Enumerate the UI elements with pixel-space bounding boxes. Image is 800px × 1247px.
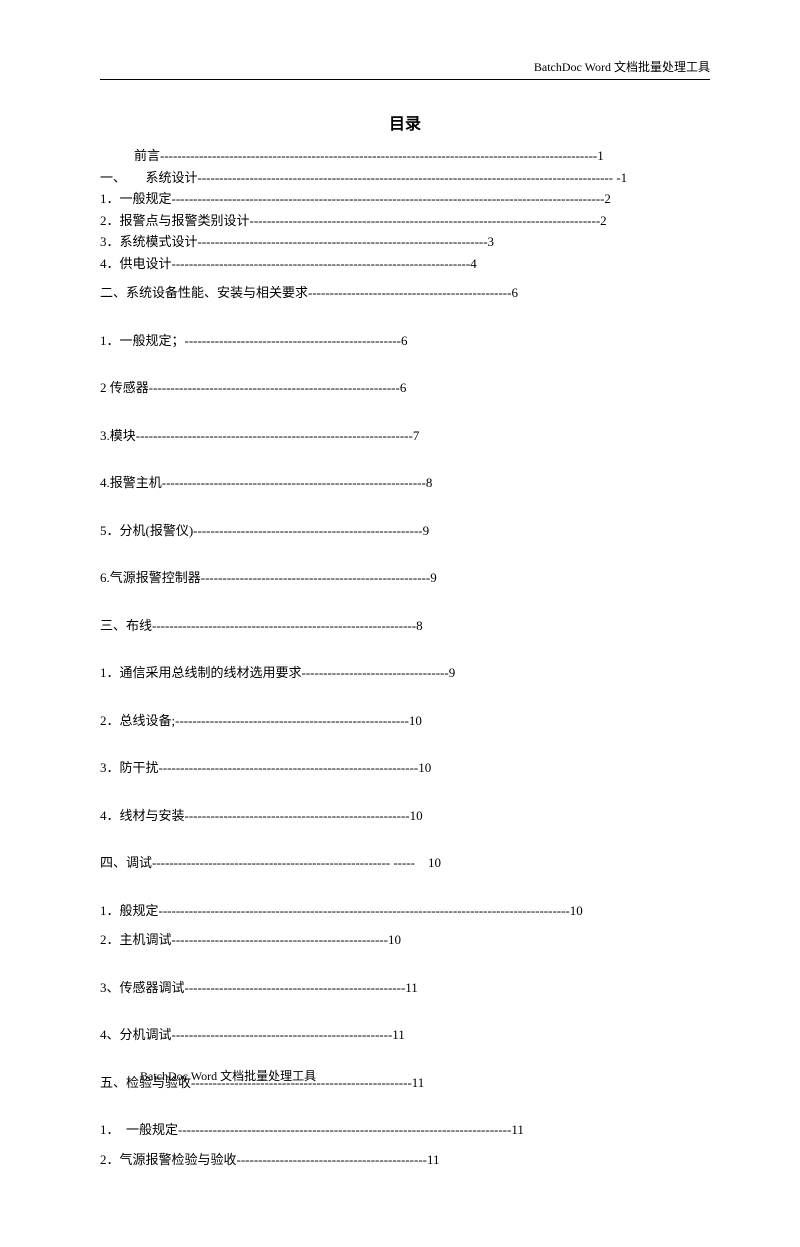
toc-line: 3.模块------------------------------------… bbox=[100, 426, 710, 446]
toc-line: 3．系统模式设计--------------------------------… bbox=[100, 232, 710, 252]
toc-line: 1．一般规定；---------------------------------… bbox=[100, 331, 710, 351]
toc-line: 1．般规定-----------------------------------… bbox=[100, 901, 710, 921]
toc-line: 1．通信采用总线制的线材选用要求------------------------… bbox=[100, 663, 710, 683]
toc-line: 二、系统设备性能、安装与相关要求------------------------… bbox=[100, 283, 710, 303]
page-footer: BatchDoc Word 文档批量处理工具 bbox=[140, 1067, 316, 1084]
toc-line: 1．一般规定----------------------------------… bbox=[100, 189, 710, 209]
toc-line: 5．分机(报警仪)-------------------------------… bbox=[100, 521, 710, 541]
toc-title: 目录 bbox=[100, 110, 710, 134]
page-header: BatchDoc Word 文档批量处理工具 bbox=[100, 58, 710, 80]
toc-body: 前言--------------------------------------… bbox=[100, 146, 710, 1169]
toc-line: 6.气源报警控制器-------------------------------… bbox=[100, 568, 710, 588]
toc-line: 4．线材与安装---------------------------------… bbox=[100, 806, 710, 826]
toc-line: 1． 一般规定---------------------------------… bbox=[100, 1120, 710, 1140]
toc-line: 4、分机调试----------------------------------… bbox=[100, 1025, 710, 1045]
toc-line: 2．主机调试----------------------------------… bbox=[100, 930, 710, 950]
toc-line: 2．气源报警检验与验收-----------------------------… bbox=[100, 1150, 710, 1170]
toc-line: 3、传感器调试---------------------------------… bbox=[100, 978, 710, 998]
toc-line: 四、调试------------------------------------… bbox=[100, 853, 710, 873]
toc-line: 4.报警主机----------------------------------… bbox=[100, 473, 710, 493]
toc-line: 前言--------------------------------------… bbox=[100, 146, 710, 166]
toc-line: 4．供电设计----------------------------------… bbox=[100, 254, 710, 274]
toc-line: 2．总线设备;---------------------------------… bbox=[100, 711, 710, 731]
toc-line: 2 传感器-----------------------------------… bbox=[100, 378, 710, 398]
toc-line: 2．报警点与报警类别设计----------------------------… bbox=[100, 211, 710, 231]
toc-line: 一、 系统设计---------------------------------… bbox=[100, 168, 710, 188]
toc-line: 三、布线------------------------------------… bbox=[100, 616, 710, 636]
toc-line: 3．防干扰-----------------------------------… bbox=[100, 758, 710, 778]
